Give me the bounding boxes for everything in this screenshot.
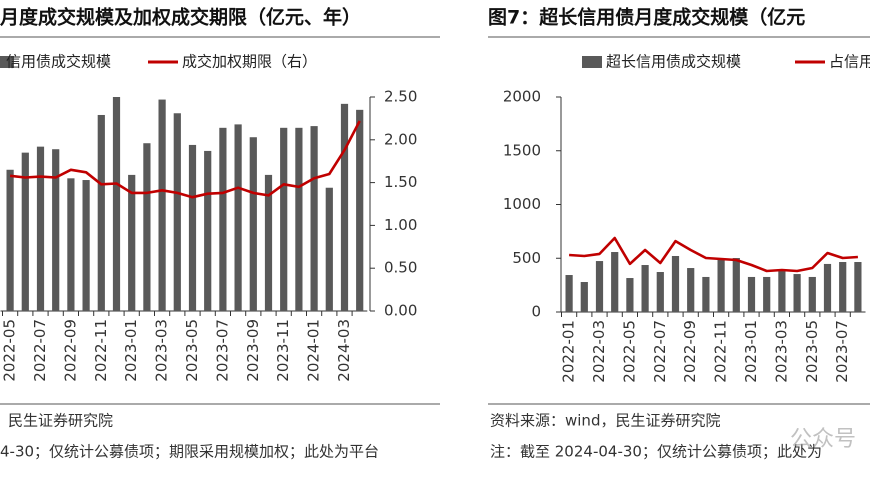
x-tick-label: 2023-05: [803, 320, 821, 383]
bar: [234, 124, 242, 311]
y-tick-label: 0.50: [384, 259, 417, 277]
bar: [325, 187, 333, 311]
bar: [112, 97, 121, 311]
bar: [219, 127, 227, 311]
watermark: 公众号: [790, 427, 856, 452]
x-tick-label: 2023-11: [274, 319, 292, 382]
y-tick-label: 2000: [503, 88, 541, 106]
x-tick-label: 2022-09: [681, 320, 699, 383]
bar: [249, 137, 257, 311]
bar: [823, 263, 832, 312]
legend-label: 信用债成交规模: [6, 53, 111, 71]
legend-label: 成交加权期限（右）: [182, 53, 317, 71]
bar: [188, 144, 197, 311]
y-tick-label: 1000: [503, 195, 541, 213]
bar: [158, 99, 166, 312]
x-tick-label: 2023-01: [122, 319, 140, 382]
legend-label: 超长信用债成交规模: [606, 53, 741, 71]
bar: [580, 282, 588, 312]
x-tick-label: 2023-07: [833, 320, 851, 383]
bar: [204, 150, 212, 311]
x-tick-label: 2022-09: [61, 319, 79, 382]
x-tick-label: 2022-05: [620, 320, 638, 383]
bar: [36, 146, 45, 311]
x-tick-label: 2024-03: [335, 319, 353, 382]
bar: [793, 274, 801, 312]
bar: [128, 174, 136, 311]
y-tick-label: 1.00: [384, 216, 417, 234]
line-series: [9, 120, 361, 199]
bar: [52, 149, 60, 311]
bar: [747, 276, 756, 312]
chart-title: 图7：超长信用债月度成交规模（亿元: [488, 6, 805, 29]
x-tick-label: 2023-07: [213, 319, 231, 382]
bar: [656, 272, 664, 312]
bar: [173, 113, 181, 311]
y-tick-label: 500: [512, 249, 541, 267]
bar: [6, 169, 14, 311]
x-tick-label: 2023-03: [153, 319, 171, 382]
bar: [595, 261, 604, 312]
bar: [280, 127, 288, 311]
bar: [340, 103, 349, 312]
y-tick-label: 0: [531, 303, 541, 321]
legend-swatch: [582, 56, 602, 68]
source-note: 民生证券研究院: [8, 412, 113, 430]
y-tick-label: 1500: [503, 141, 541, 159]
x-tick-label: 2023-09: [244, 319, 262, 382]
bar: [687, 268, 695, 312]
bar: [808, 276, 816, 312]
x-tick-label: 2023-01: [742, 320, 760, 383]
bar: [611, 252, 619, 312]
legend-swatch: [0, 56, 14, 68]
bar: [295, 127, 303, 311]
legend-label: 占信用: [829, 53, 870, 71]
bar: [778, 271, 786, 312]
bar: [641, 265, 649, 312]
bar: [763, 276, 771, 312]
bar: [97, 114, 105, 311]
y-tick-label: 2.50: [384, 88, 417, 106]
bar: [143, 143, 151, 311]
bar: [21, 152, 29, 311]
bar: [310, 126, 318, 311]
x-tick-label: 2022-05: [1, 319, 19, 382]
bar: [854, 262, 862, 312]
x-tick-label: 2024-01: [305, 319, 323, 382]
x-tick-label: 2023-05: [183, 319, 201, 382]
bar: [264, 174, 273, 311]
x-tick-label: 2023-03: [772, 320, 790, 383]
bar: [839, 262, 847, 312]
bar: [717, 259, 725, 312]
bar: [356, 109, 364, 311]
y-tick-label: 1.50: [384, 173, 417, 191]
x-tick-label: 2022-11: [712, 320, 730, 383]
bar: [671, 255, 680, 312]
x-tick-label: 2022-01: [560, 320, 578, 383]
y-tick-label: 0.00: [384, 302, 417, 320]
chart-title: 月度成交规模及加权成交期限（亿元、年）: [0, 6, 361, 29]
bar: [702, 276, 710, 312]
bar: [67, 178, 75, 311]
bar: [626, 278, 634, 312]
x-tick-label: 2022-07: [31, 319, 49, 382]
bar: [565, 275, 573, 312]
line-series: [569, 236, 858, 273]
x-tick-label: 2022-03: [590, 320, 608, 383]
y-tick-label: 2.00: [384, 130, 417, 148]
x-tick-label: 2022-11: [92, 319, 110, 382]
footnote: 注：截至 2024-04-30；仅统计公募债项；此处为: [490, 443, 822, 461]
x-tick-label: 2022-07: [651, 320, 669, 383]
bar: [732, 258, 740, 312]
bar: [82, 180, 90, 311]
source-note: 资料来源：wind，民生证券研究院: [490, 412, 720, 430]
footnote: 4-30；仅统计公募债项；期限采用规模加权；此处为平台: [0, 443, 379, 461]
